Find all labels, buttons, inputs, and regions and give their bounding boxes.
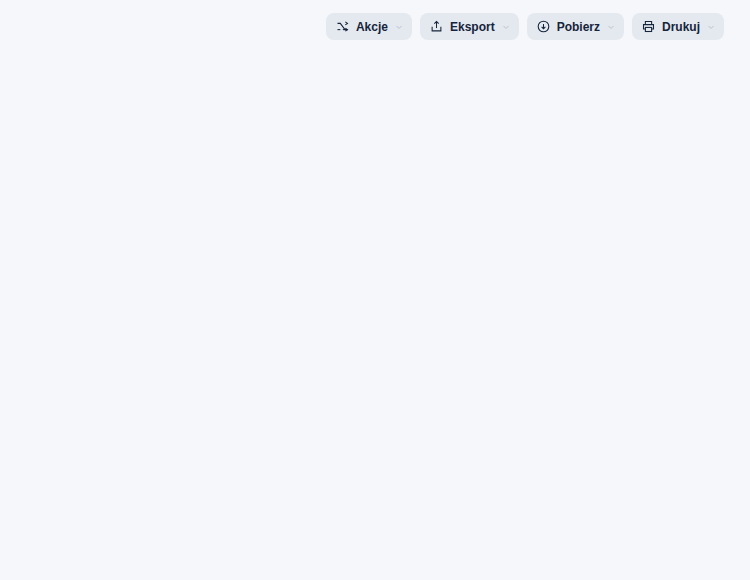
actions-icon (335, 19, 350, 34)
chevron-down-icon (606, 22, 616, 32)
button-label: Eksport (450, 20, 495, 34)
print-button[interactable]: Drukuj (632, 13, 724, 40)
button-label: Drukuj (662, 20, 700, 34)
actions-button[interactable]: Akcje (326, 13, 412, 40)
chevron-down-icon (501, 22, 511, 32)
toolbar: Akcje Eksport Pobierz Drukuj (326, 13, 724, 40)
button-label: Pobierz (557, 20, 600, 34)
export-icon (429, 19, 444, 34)
chevron-down-icon (706, 22, 716, 32)
button-label: Akcje (356, 20, 388, 34)
download-button[interactable]: Pobierz (527, 13, 624, 40)
chevron-down-icon (394, 22, 404, 32)
print-icon (641, 19, 656, 34)
export-button[interactable]: Eksport (420, 13, 519, 40)
download-icon (536, 19, 551, 34)
